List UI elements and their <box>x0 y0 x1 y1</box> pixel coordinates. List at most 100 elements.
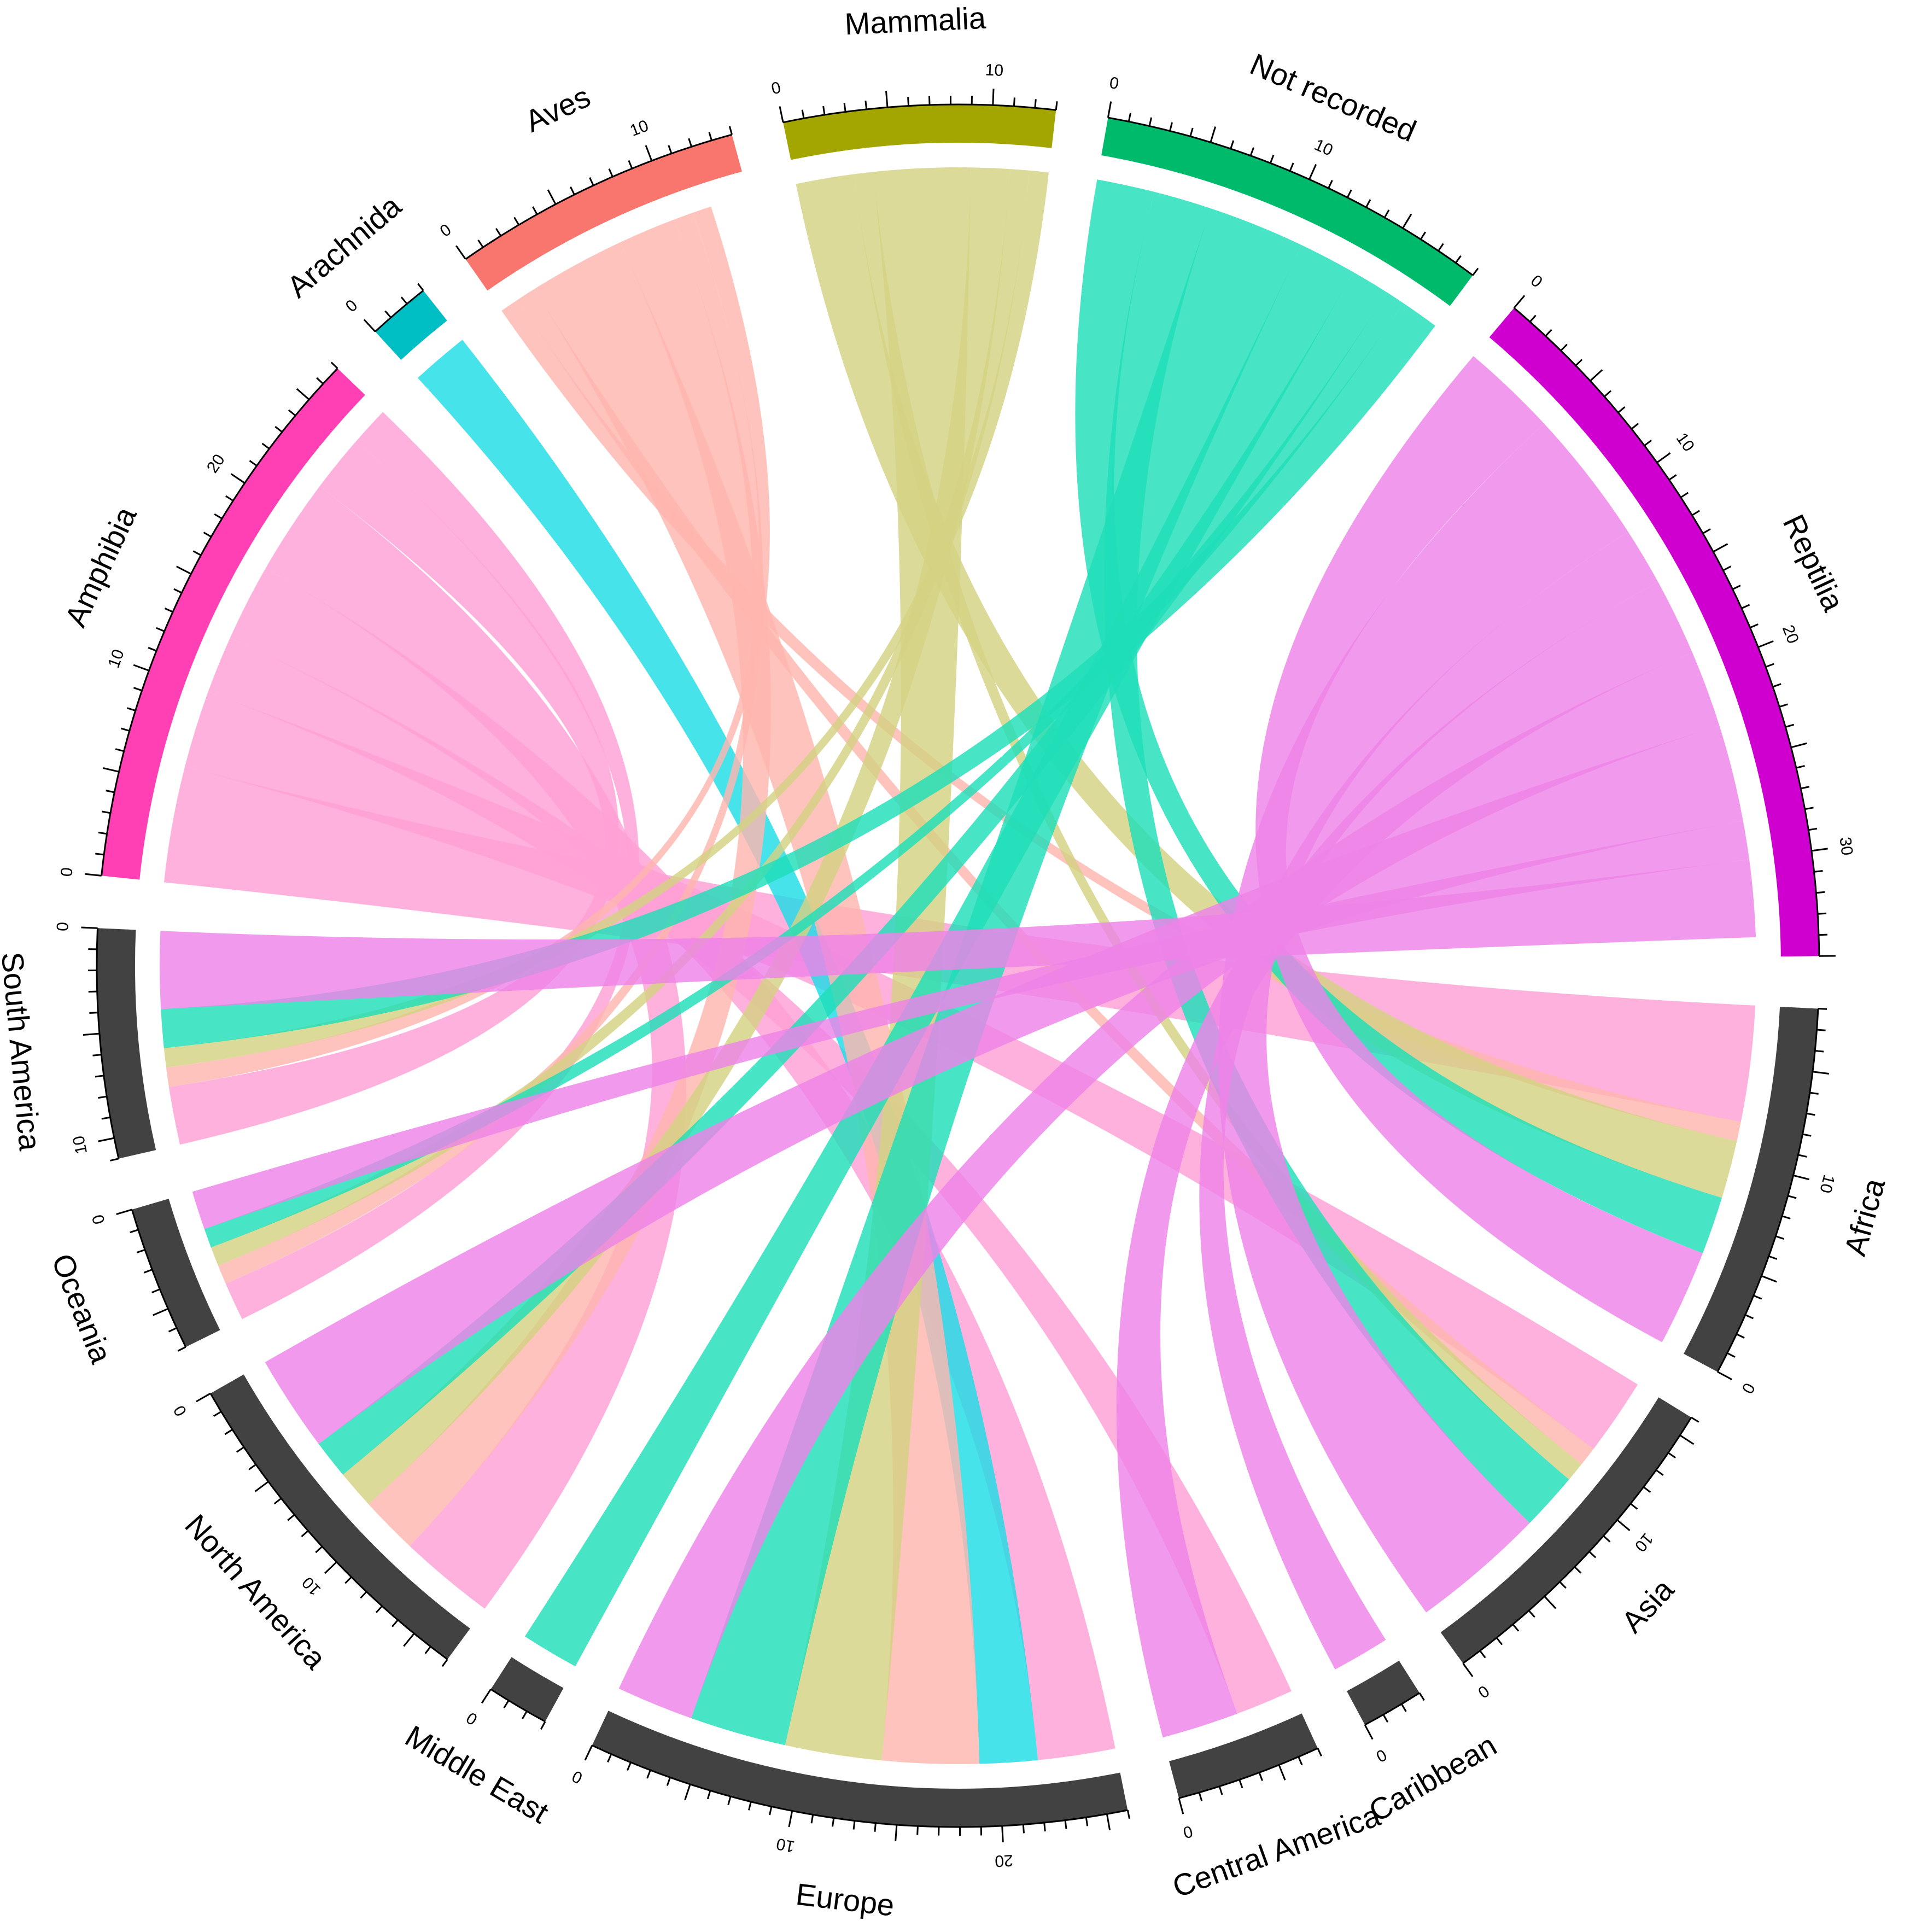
tick-major-reptilia <box>1791 742 1807 749</box>
sector-arachnida <box>375 290 447 360</box>
tick-label-south-america: 0 <box>54 921 72 931</box>
tick-minor-aves <box>513 217 519 225</box>
sector-africa <box>1684 1007 1818 1372</box>
tick-minor-north-america <box>236 1446 244 1453</box>
tick-minor-africa <box>1806 1112 1815 1116</box>
tick-minor-amphibia <box>173 588 182 594</box>
tick-label-amphibia: 10 <box>104 647 127 670</box>
tick-minor-reptilia <box>1702 528 1711 534</box>
tick-minor-amphibia <box>192 550 202 556</box>
tick-minor-reptilia <box>1814 870 1823 873</box>
tick-minor-aves <box>608 168 614 177</box>
tick-minor-south-america <box>110 1158 119 1161</box>
tick-minor-reptilia <box>1741 604 1750 609</box>
tick-major-middle-east <box>481 1689 492 1704</box>
tick-minor-not-recorded <box>1346 189 1352 198</box>
tick-major-amphibia <box>230 473 246 484</box>
tick-minor-amphibia <box>316 377 324 384</box>
tick-minor-reptilia <box>1691 510 1700 516</box>
sector-axis-amphibia <box>101 367 338 876</box>
tick-label-reptilia: 30 <box>1836 836 1856 856</box>
tick-label-amphibia: 0 <box>57 867 77 878</box>
tick-major-europe <box>895 1824 898 1842</box>
tick-minor-amphibia <box>156 627 165 632</box>
tick-major-reptilia <box>1590 369 1603 382</box>
tick-minor-middle-east <box>522 1711 528 1719</box>
tick-minor-europe <box>832 1818 835 1827</box>
tick-minor-north-america <box>273 1497 282 1505</box>
tick-major-central-america <box>1178 1797 1184 1814</box>
tick-major-north-america <box>403 1633 415 1647</box>
tick-minor-oceania <box>130 1229 139 1234</box>
sector-asia <box>1440 1397 1691 1663</box>
tick-label-europe: 0 <box>569 1767 585 1787</box>
sector-oceania <box>132 1199 220 1347</box>
tick-minor-africa <box>1809 1092 1819 1095</box>
ribbon-arachnida-europe <box>418 340 1038 1764</box>
tick-major-asia <box>1616 1519 1631 1531</box>
ribbon-reptilia-oceania <box>192 820 1750 1229</box>
tick-minor-arachnida <box>384 310 392 318</box>
tick-major-south-america <box>81 926 98 929</box>
tick-minor-aves <box>728 126 733 135</box>
sector-south-america <box>96 928 156 1159</box>
tick-minor-europe <box>1126 1810 1130 1819</box>
sector-axis-arachnida <box>375 290 424 332</box>
tick-major-amphibia <box>85 873 102 877</box>
tick-minor-mammalia <box>1055 101 1058 110</box>
tick-major-europe <box>684 1784 691 1800</box>
tick-major-europe <box>788 1811 793 1828</box>
tick-major-not-recorded <box>1309 164 1317 180</box>
tick-minor-reptilia <box>1804 807 1814 810</box>
tick-minor-middle-east <box>540 1721 546 1730</box>
tick-minor-amphibia <box>133 687 143 692</box>
tick-minor-amphibia <box>101 810 111 814</box>
tick-major-not-recorded <box>1210 126 1217 143</box>
tick-minor-oceania <box>177 1346 186 1352</box>
tick-major-north-america <box>254 1481 269 1492</box>
tick-minor-asia <box>1691 1416 1699 1423</box>
tick-minor-mammalia <box>864 100 868 110</box>
tick-major-not-recorded <box>1107 101 1112 118</box>
tick-minor-reptilia <box>1779 703 1788 708</box>
tick-minor-europe <box>706 1790 711 1800</box>
sector-label-caribbean: Caribbean <box>1363 1727 1502 1829</box>
tick-minor-reptilia <box>1732 585 1741 590</box>
sector-axis-africa <box>1716 1008 1819 1373</box>
tick-minor-not-recorded <box>1328 180 1333 189</box>
tick-label-north-america: 0 <box>170 1402 190 1419</box>
tick-minor-reptilia <box>1575 359 1583 366</box>
tick-minor-europe <box>810 1814 814 1824</box>
tick-label-arachnida: 0 <box>342 296 361 316</box>
tick-major-africa <box>1812 1071 1829 1075</box>
sectors <box>81 89 1836 1842</box>
tick-minor-amphibia <box>214 513 223 520</box>
tick-minor-aves <box>708 132 712 141</box>
tick-minor-africa <box>1736 1333 1745 1339</box>
tick-minor-central-america <box>1198 1792 1203 1801</box>
tick-minor-north-america <box>441 1659 448 1667</box>
tick-minor-south-america <box>101 1116 110 1120</box>
sector-label-central-america: Central America <box>1168 1797 1385 1904</box>
tick-minor-central-america <box>1317 1748 1322 1757</box>
tick-minor-amphibia <box>106 790 115 793</box>
tick-major-mammalia <box>779 106 784 123</box>
tick-minor-aves <box>628 160 633 169</box>
sector-label-amphibia: Amphibia <box>58 501 143 632</box>
sector-axis-mammalia <box>782 103 1056 124</box>
sector-axis-asia <box>1462 1417 1692 1664</box>
tick-label-africa: 0 <box>1738 1380 1759 1396</box>
tick-major-africa <box>1793 1174 1810 1181</box>
sector-mammalia <box>783 104 1056 160</box>
tick-minor-oceania <box>136 1248 145 1254</box>
tick-major-amphibia <box>133 664 149 672</box>
tick-minor-north-america <box>213 1411 222 1417</box>
tick-major-africa <box>1761 1275 1777 1283</box>
tick-minor-south-america <box>98 1095 107 1099</box>
sector-axis-aves <box>465 133 732 260</box>
tick-minor-reptilia <box>1750 623 1759 629</box>
sector-axis-north-america <box>209 1393 448 1660</box>
sector-label-arachnida: Arachnida <box>281 188 408 304</box>
tick-major-arachnida <box>363 319 376 332</box>
tick-minor-reptilia <box>1772 683 1781 688</box>
